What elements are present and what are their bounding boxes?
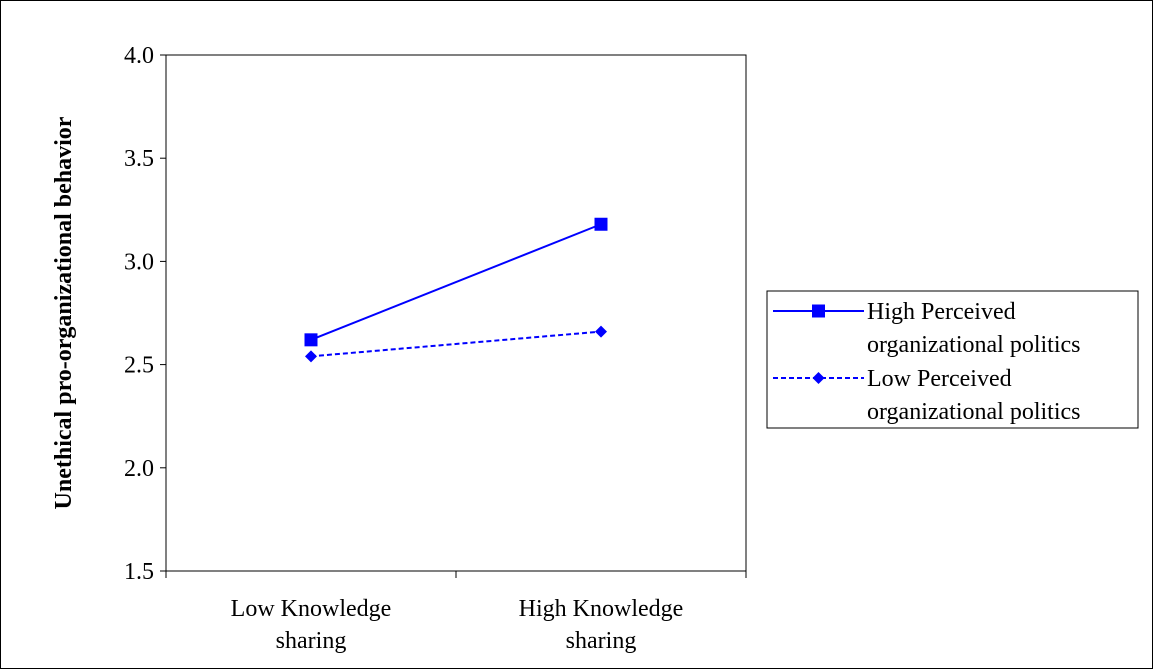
data-point [304,333,318,347]
y-axis: 4.0 3.5 3.0 2.5 2.0 1.5 [124,43,166,585]
y-tick-label: 1.5 [124,559,154,585]
legend-swatch-marker [812,372,825,384]
y-axis-title: Unethical pro-organizational behavior [51,116,77,509]
legend: High Perceived organizational politics Low… [766,290,1139,429]
legend-label: organizational politics [867,399,1081,425]
legend-label: Low Perceived [867,366,1012,392]
series-line-high-politics [310,223,602,341]
x-tick-label: Low Knowledge [231,596,392,622]
y-tick-label: 3.0 [124,249,154,275]
series-layer [304,217,608,363]
x-tick-label: sharing [566,628,637,654]
series-line-low-politics [310,330,602,358]
y-tick-label: 4.0 [124,43,154,69]
data-point [305,350,317,363]
y-tick-label: 2.5 [124,353,154,379]
x-tick-label: sharing [276,628,347,654]
y-tick-label: 3.5 [124,146,154,172]
legend-label: organizational politics [867,332,1081,358]
data-point [595,325,607,338]
x-axis: Low Knowledge sharing High Knowledge sharin… [165,571,747,654]
data-point [594,217,608,231]
legend-label: High Perceived [867,299,1016,325]
y-tick-label: 2.0 [124,456,154,482]
legend-swatch-marker [812,304,825,318]
x-tick-label: High Knowledge [519,596,684,622]
legend-frame [766,290,1139,429]
